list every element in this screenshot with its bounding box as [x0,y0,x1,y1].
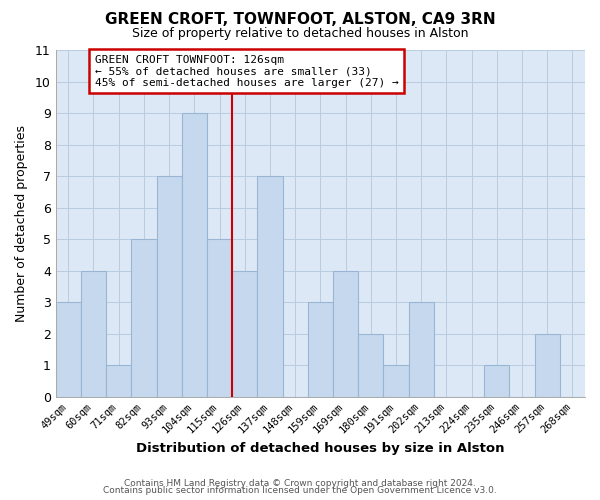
Bar [81,270,106,396]
Bar [207,239,232,396]
Bar [56,302,81,396]
Bar [182,113,207,397]
Text: GREEN CROFT, TOWNFOOT, ALSTON, CA9 3RN: GREEN CROFT, TOWNFOOT, ALSTON, CA9 3RN [104,12,496,28]
Bar [232,270,257,396]
X-axis label: Distribution of detached houses by size in Alston: Distribution of detached houses by size … [136,442,505,455]
Text: Contains public sector information licensed under the Open Government Licence v3: Contains public sector information licen… [103,486,497,495]
Bar [358,334,383,396]
Y-axis label: Number of detached properties: Number of detached properties [15,125,28,322]
Bar [409,302,434,396]
Bar [333,270,358,396]
Text: Contains HM Land Registry data © Crown copyright and database right 2024.: Contains HM Land Registry data © Crown c… [124,478,476,488]
Bar [157,176,182,396]
Bar [535,334,560,396]
Text: Size of property relative to detached houses in Alston: Size of property relative to detached ho… [132,28,468,40]
Bar [308,302,333,396]
Text: GREEN CROFT TOWNFOOT: 126sqm
← 55% of detached houses are smaller (33)
45% of se: GREEN CROFT TOWNFOOT: 126sqm ← 55% of de… [95,54,398,88]
Bar [257,176,283,396]
Bar [131,239,157,396]
Bar [484,365,509,396]
Bar [383,365,409,396]
Bar [106,365,131,396]
